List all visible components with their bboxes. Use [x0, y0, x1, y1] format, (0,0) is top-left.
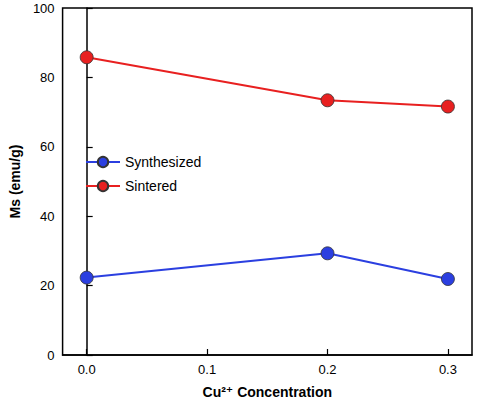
svg-text:0.3: 0.3: [439, 362, 457, 377]
svg-text:0.1: 0.1: [198, 362, 216, 377]
svg-text:80: 80: [40, 70, 54, 85]
svg-text:Sintered: Sintered: [125, 178, 177, 194]
svg-text:0: 0: [47, 348, 54, 363]
svg-text:Ms (emu/g): Ms (emu/g): [7, 145, 23, 219]
svg-text:40: 40: [40, 209, 54, 224]
svg-text:100: 100: [33, 1, 55, 16]
svg-text:Synthesized: Synthesized: [125, 154, 201, 170]
svg-text:60: 60: [40, 139, 54, 154]
svg-text:Cu²⁺ Concentration: Cu²⁺ Concentration: [203, 384, 333, 400]
svg-text:0.2: 0.2: [318, 362, 336, 377]
svg-text:20: 20: [40, 278, 54, 293]
svg-text:0.0: 0.0: [78, 362, 96, 377]
